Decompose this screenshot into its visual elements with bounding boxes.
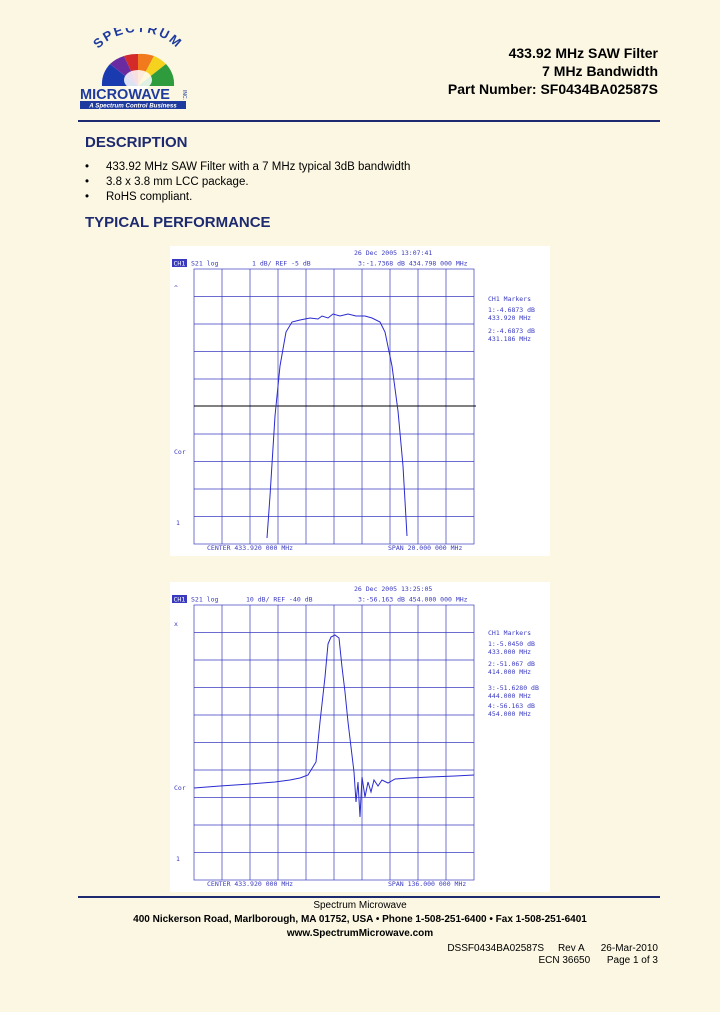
plot1-header-right: 3:-1.7368 dB 434.798 000 MHz (358, 260, 468, 268)
plot1-axis-mark: 1 (176, 519, 180, 527)
plot2-markers-title: CH1 Markers (488, 629, 531, 637)
wideband-trace (193, 634, 475, 818)
plot2-marker: 454.000 MHz (488, 710, 531, 718)
logo-tagline: A Spectrum Control Business (88, 103, 177, 110)
plot2-marker: 2:-51.067 dB (488, 660, 535, 668)
plot2-header-left: S21 log (191, 596, 218, 604)
plot2-marker: 1:-5.0450 dB (488, 640, 535, 648)
header-title: 433.92 MHz SAW Filter (508, 45, 658, 61)
footer-address: 400 Nickerson Road, Marlborough, MA 0175… (133, 914, 587, 925)
plot2-span: SPAN 136.000 000 MHz (388, 880, 466, 888)
performance-heading: TYPICAL PERFORMANCE (85, 214, 271, 231)
plot2-marker: 433.000 MHz (488, 648, 531, 656)
header-part-number: Part Number: SF0434BA02587S (447, 81, 658, 97)
svg-text:SPECTRUM: SPECTRUM (90, 28, 186, 51)
header-rule (78, 120, 660, 122)
plot2-axis-mark: Cor (174, 784, 186, 792)
plot2-channel: CH1 (174, 596, 186, 604)
plot2-date: 26 Dec 2005 13:25:05 (354, 585, 432, 593)
doc-ecn-line: ECN 36650 Page 1 of 3 (538, 955, 658, 966)
plot1-marker: 431.186 MHz (488, 335, 531, 343)
wideband-plot: 26 Dec 2005 13:25:05 CH1 S21 log 10 dB/ … (170, 582, 550, 897)
plot1-header-left: S21 log (191, 260, 218, 268)
doc-id-line: DSSF0434BA02587S Rev A 26-Mar-2010 (447, 943, 658, 954)
plot1-channel: CH1 (174, 260, 186, 268)
plot2-axis-mark: 1 (176, 855, 180, 863)
plot2-header-mid: 10 dB/ REF -40 dB (246, 596, 313, 604)
plot1-markers-title: CH1 Markers (488, 295, 531, 303)
footer-company: Spectrum Microwave (313, 900, 407, 911)
company-logo: SPECTRUM MICROWAVE INC. A Spectrum Contr… (78, 20, 198, 110)
description-heading: DESCRIPTION (85, 134, 188, 151)
plot1-axis-mark: ^ (174, 284, 178, 292)
description-item: • RoHS compliant. (85, 191, 193, 203)
logo-name: MICROWAVE (80, 87, 170, 103)
plot1-center: CENTER 433.920 000 MHz (207, 544, 293, 552)
plot1-date: 26 Dec 2005 13:07:41 (354, 249, 432, 257)
plot2-axis-mark: x (174, 620, 178, 628)
plot2-marker: 414.000 MHz (488, 668, 531, 676)
header-bandwidth: 7 MHz Bandwidth (542, 63, 658, 79)
plot2-marker: 4:-56.163 dB (488, 702, 535, 710)
passband-plot: 26 Dec 2005 13:07:41 CH1 S21 log 1 dB/ R… (170, 246, 550, 561)
plot1-header-mid: 1 dB/ REF -5 dB (252, 260, 311, 268)
plot1-marker: 433.920 MHz (488, 314, 531, 322)
plot1-span: SPAN 20.000 000 MHz (388, 544, 462, 552)
logo-arc-text: SPECTRUM (90, 20, 184, 51)
plot1-marker: 1:-4.6873 dB (488, 306, 535, 314)
logo-inc: INC. (181, 90, 187, 100)
footer-rule (78, 896, 660, 898)
footer-website[interactable]: www.SpectrumMicrowave.com (286, 928, 434, 939)
plot2-marker: 444.000 MHz (488, 692, 531, 700)
rainbow-graphic (101, 53, 175, 90)
plot2-marker: 3:-51.6280 dB (488, 684, 539, 692)
plot2-header-right: 3:-56.163 dB 454.000 000 MHz (358, 596, 468, 604)
description-item: • 3.8 x 3.8 mm LCC package. (85, 176, 249, 188)
plot2-center: CENTER 433.920 000 MHz (207, 880, 293, 888)
passband-trace (266, 313, 408, 539)
plot1-marker: 2:-4.6873 dB (488, 327, 535, 335)
description-item: • 433.92 MHz SAW Filter with a 7 MHz typi… (85, 161, 411, 173)
description-list: • 433.92 MHz SAW Filter with a 7 MHz typi… (85, 160, 410, 205)
plot1-axis-mark: Cor (174, 448, 186, 456)
